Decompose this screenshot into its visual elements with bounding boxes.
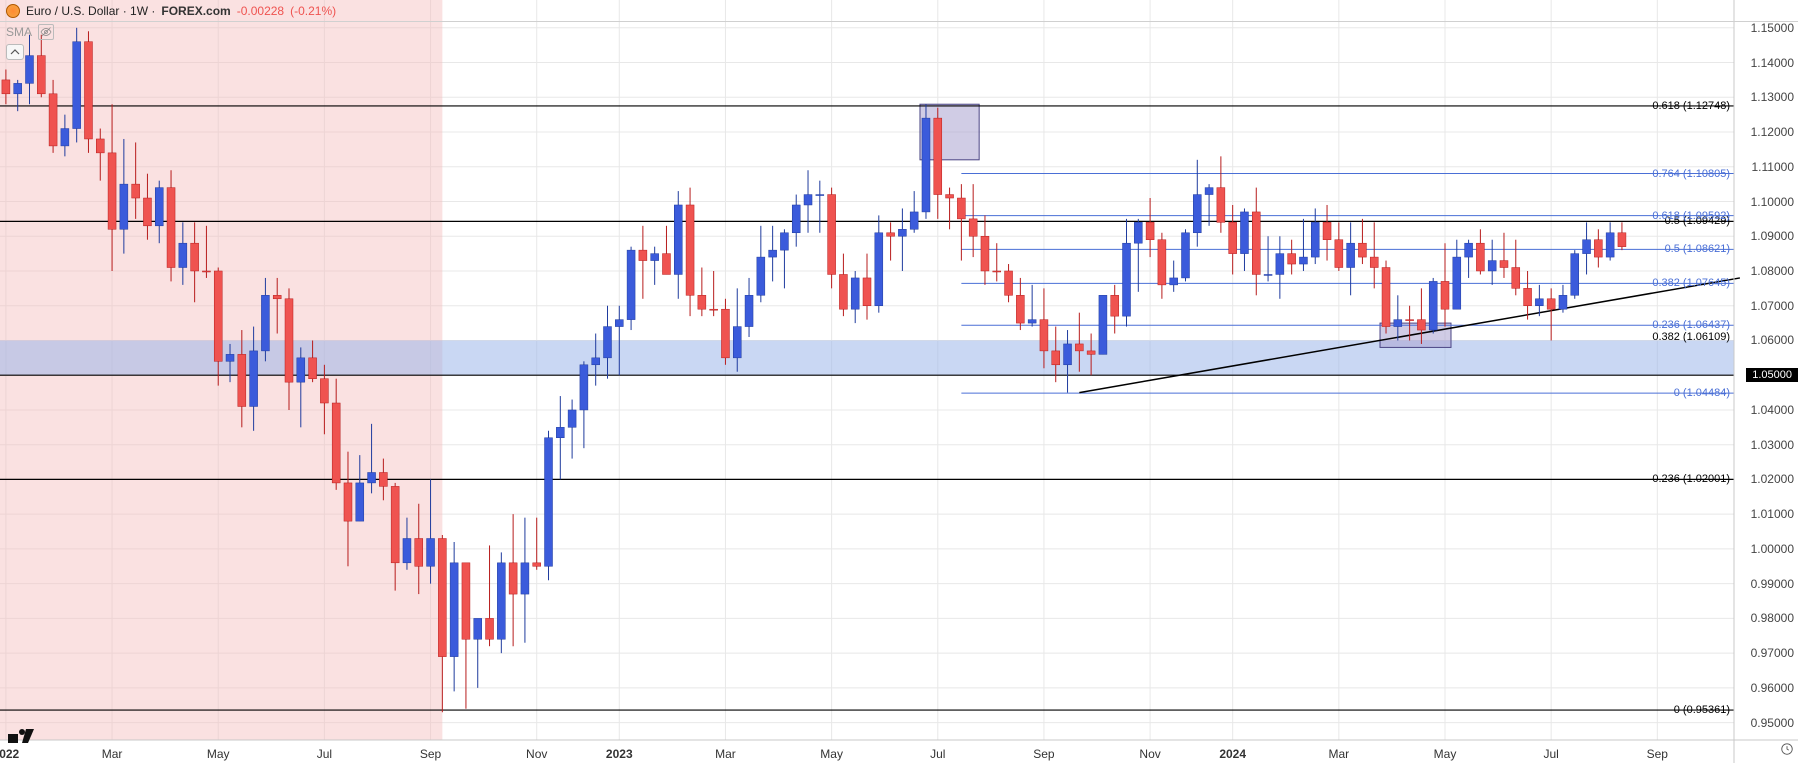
fib-level-label: 0.236 (1.06437) <box>1652 319 1730 331</box>
yaxis-tick: 0.97000 <box>1751 646 1794 660</box>
fib-level-label: 0 (0.95361) <box>1674 704 1730 716</box>
xaxis-tick: Sep <box>1647 747 1668 761</box>
yaxis-tick: 1.10000 <box>1751 195 1794 209</box>
tradingview-logo-icon <box>8 729 34 743</box>
yaxis-tick: 1.06000 <box>1751 333 1794 347</box>
fib-level-label: 0.618 (1.09592) <box>1652 210 1730 222</box>
fib-level-label: 0 (1.04484) <box>1674 387 1730 399</box>
timezone-icon[interactable] <box>1780 742 1794 761</box>
fib-level-label: 0.764 (1.10805) <box>1652 168 1730 180</box>
xaxis-tick: Mar <box>102 747 123 761</box>
yaxis-tick: 1.12000 <box>1751 125 1794 139</box>
xaxis-tick: May <box>820 747 843 761</box>
expand-button[interactable] <box>6 44 24 60</box>
xaxis-tick: 2022 <box>0 747 19 761</box>
xaxis-tick: Sep <box>420 747 441 761</box>
visibility-toggle-icon[interactable] <box>38 24 54 40</box>
xaxis-tick: Jul <box>1543 747 1558 761</box>
yaxis-tick: 1.14000 <box>1751 56 1794 70</box>
indicator-label: SMA <box>6 25 32 39</box>
fib-level-label: 0.5 (1.08621) <box>1665 243 1730 255</box>
xaxis-tick: Nov <box>1139 747 1160 761</box>
fib-level-label: 0.618 (1.12748) <box>1652 100 1730 112</box>
yaxis-tick: 1.09000 <box>1751 229 1794 243</box>
yaxis-tick: 1.08000 <box>1751 264 1794 278</box>
xaxis-tick: 2024 <box>1219 747 1246 761</box>
yaxis-tick: 1.03000 <box>1751 438 1794 452</box>
xaxis-tick: Jul <box>317 747 332 761</box>
yaxis-tick: 0.99000 <box>1751 577 1794 591</box>
chart-source: FOREX.com <box>161 4 230 18</box>
yaxis-tick: 0.96000 <box>1751 681 1794 695</box>
yaxis-tick: 1.11000 <box>1752 160 1795 174</box>
price-chart[interactable] <box>0 0 1798 763</box>
yaxis-tick: 1.01000 <box>1751 507 1794 521</box>
indicator-tag[interactable]: SMA <box>6 24 54 40</box>
xaxis-tick: May <box>1434 747 1457 761</box>
yaxis-tick: 1.07000 <box>1751 299 1794 313</box>
xaxis-tick: May <box>207 747 230 761</box>
yaxis-tick: 1.02000 <box>1751 472 1794 486</box>
yaxis-tick: 1.15000 <box>1751 21 1794 35</box>
pair-logo-icon <box>6 4 20 18</box>
price-badge: 1.05000 <box>1746 368 1798 382</box>
xaxis-tick: Sep <box>1033 747 1054 761</box>
chart-title: Euro / U.S. Dollar · 1W · <box>26 4 155 18</box>
xaxis-tick: Mar <box>1328 747 1349 761</box>
yaxis-tick: 0.98000 <box>1751 611 1794 625</box>
fib-level-label: 0.236 (1.02001) <box>1652 473 1730 485</box>
yaxis-tick: 1.00000 <box>1751 542 1794 556</box>
price-delta-pct: (-0.21%) <box>290 4 336 18</box>
xaxis-tick: Mar <box>715 747 736 761</box>
price-delta: -0.00228 <box>237 4 284 18</box>
yaxis-tick: 1.13000 <box>1751 90 1794 104</box>
xaxis-tick: Nov <box>526 747 547 761</box>
yaxis-tick: 1.04000 <box>1751 403 1794 417</box>
fib-level-label: 0.382 (1.07645) <box>1652 277 1730 289</box>
chart-header: Euro / U.S. Dollar · 1W · FOREX.com -0.0… <box>0 0 1798 22</box>
xaxis-tick: Jul <box>930 747 945 761</box>
fib-level-label: 0.382 (1.06109) <box>1652 331 1730 343</box>
yaxis-tick: 0.95000 <box>1751 716 1794 730</box>
xaxis-tick: 2023 <box>606 747 633 761</box>
